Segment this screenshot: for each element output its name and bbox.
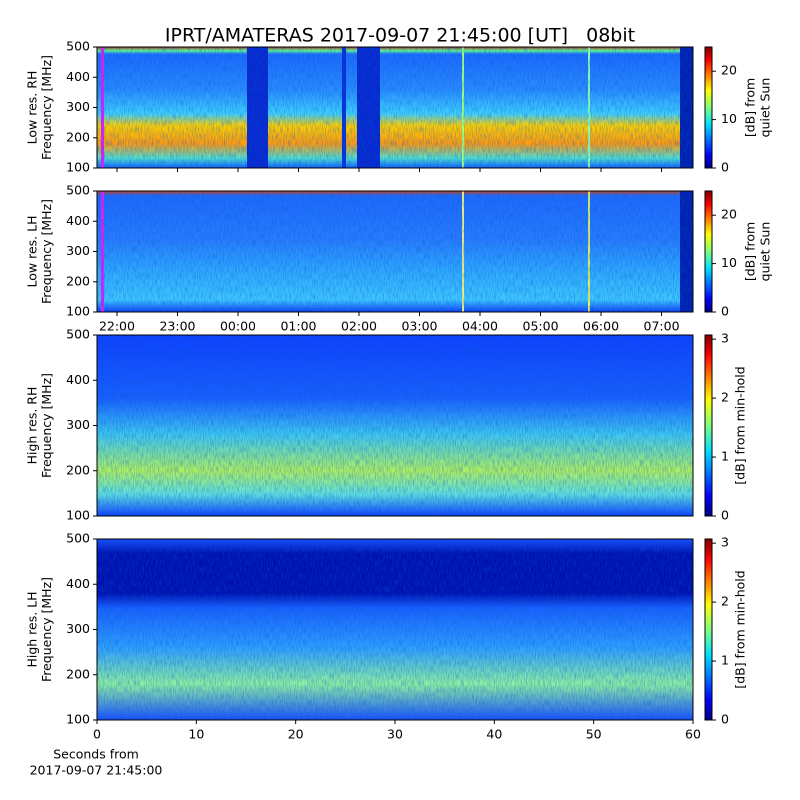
colorbar-tick-label: 1: [721, 449, 729, 464]
colorbar-label: [dB] from min-hold: [733, 570, 748, 688]
x-tick-label: 06:00: [583, 319, 619, 334]
colorbar: [704, 538, 713, 721]
x-axis-label: 2017-09-07 21:45:00: [30, 763, 163, 778]
y-tick-label: 500: [66, 327, 90, 342]
y-tick-label: 200: [66, 666, 90, 681]
colorbar: [704, 190, 713, 313]
colorbar-tick-label: 10: [721, 111, 737, 126]
x-tick-label: 23:00: [159, 319, 195, 334]
y-tick-label: 500: [66, 39, 90, 54]
colorbar-tick-label: 10: [721, 255, 737, 270]
x-tick-label: 60: [685, 727, 701, 742]
y-tick-label: 300: [66, 99, 90, 114]
x-tick-label: 02:00: [341, 319, 377, 334]
colorbar-tick-label: 1: [721, 653, 729, 668]
colorbar-label: [dB] from: [743, 222, 758, 281]
colorbar: [704, 334, 713, 517]
y-tick-label: 200: [66, 462, 90, 477]
colorbar-label: [dB] from min-hold: [733, 366, 748, 484]
y-axis-label: Frequency [MHz]: [39, 373, 54, 478]
y-tick-label: 400: [66, 213, 90, 228]
x-tick-label: 40: [486, 727, 502, 742]
x-tick-label: 10: [188, 727, 204, 742]
x-tick-label: 07:00: [644, 319, 680, 334]
colorbar-label: [dB] from: [743, 78, 758, 137]
colorbar-tick-label: 20: [721, 207, 737, 222]
colorbar-tick-label: 2: [721, 390, 729, 405]
y-tick-label: 100: [66, 712, 90, 727]
y-axis-label: High res. LH: [25, 591, 40, 667]
spectrogram-noise: [97, 191, 693, 312]
spectrogram-noise: [97, 335, 693, 516]
y-tick-label: 100: [66, 304, 90, 319]
y-axis-label: Frequency [MHz]: [39, 55, 54, 160]
y-tick-label: 300: [66, 417, 90, 432]
x-tick-label: 22:00: [99, 319, 135, 334]
x-tick-label: 05:00: [523, 319, 559, 334]
colorbar-tick-label: 0: [721, 160, 729, 175]
y-axis-label: Frequency [MHz]: [39, 199, 54, 304]
y-tick-label: 100: [66, 160, 90, 175]
colorbar-tick-label: 0: [721, 508, 729, 523]
y-tick-label: 200: [66, 129, 90, 144]
x-tick-label: 30: [387, 727, 403, 742]
spectrogram-noise: [97, 539, 693, 720]
colorbar-tick-label: 3: [721, 331, 729, 346]
y-tick-label: 400: [66, 69, 90, 84]
y-axis-label: Low res. LH: [25, 216, 40, 288]
x-axis-label: Seconds from: [53, 747, 139, 762]
y-tick-label: 500: [66, 531, 90, 546]
x-tick-label: 01:00: [280, 319, 316, 334]
y-tick-label: 400: [66, 372, 90, 387]
spectrogram-noise: [97, 47, 693, 168]
x-tick-label: 03:00: [401, 319, 437, 334]
x-tick-label: 0: [93, 727, 101, 742]
y-tick-label: 300: [66, 243, 90, 258]
y-axis-label: High res. RH: [25, 387, 40, 465]
x-tick-label: 20: [288, 727, 304, 742]
x-tick-label: 50: [586, 727, 602, 742]
colorbar-tick-label: 2: [721, 594, 729, 609]
colorbar-tick-label: 0: [721, 712, 729, 727]
colorbar-tick-label: 0: [721, 304, 729, 319]
y-axis-label: Frequency [MHz]: [39, 577, 54, 682]
chart-title: IPRT/AMATERAS 2017-09-07 21:45:00 [UT] 0…: [165, 25, 635, 47]
colorbar-label: quiet Sun: [758, 222, 773, 282]
y-tick-label: 300: [66, 621, 90, 636]
x-tick-label: 04:00: [462, 319, 498, 334]
y-tick-label: 100: [66, 508, 90, 523]
colorbar-tick-label: 20: [721, 63, 737, 78]
y-axis-label: Low res. RH: [25, 71, 40, 145]
y-tick-label: 500: [66, 183, 90, 198]
y-tick-label: 200: [66, 273, 90, 288]
colorbar: [704, 46, 713, 169]
colorbar-label: quiet Sun: [758, 78, 773, 138]
y-tick-label: 400: [66, 576, 90, 591]
x-tick-label: 00:00: [220, 319, 256, 334]
colorbar-tick-label: 3: [721, 535, 729, 550]
